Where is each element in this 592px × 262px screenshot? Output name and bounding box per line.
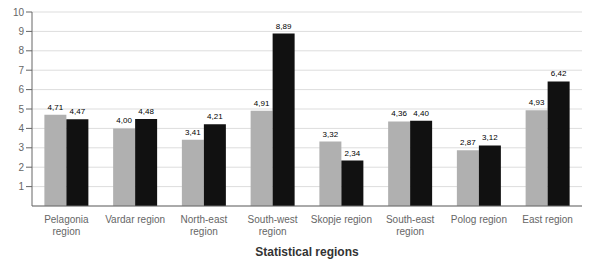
svg-text:8,89: 8,89	[276, 22, 292, 31]
svg-text:3: 3	[18, 142, 24, 153]
svg-text:2,34: 2,34	[345, 149, 361, 158]
svg-text:4,93: 4,93	[529, 98, 545, 107]
svg-text:10: 10	[13, 7, 25, 18]
svg-text:South-westregion: South-westregion	[248, 214, 298, 237]
svg-text:4,47: 4,47	[70, 107, 86, 116]
svg-text:South-eastregion: South-eastregion	[386, 214, 435, 237]
svg-text:6: 6	[18, 84, 24, 95]
svg-text:Polog region: Polog region	[451, 214, 507, 225]
svg-text:2,87: 2,87	[460, 138, 476, 147]
svg-text:4,40: 4,40	[413, 109, 429, 118]
svg-text:4,00: 4,00	[116, 116, 132, 125]
svg-text:4: 4	[18, 123, 24, 134]
svg-text:4,91: 4,91	[254, 99, 270, 108]
svg-text:8: 8	[18, 45, 24, 56]
svg-text:Skopje region: Skopje region	[311, 214, 372, 225]
svg-text:Pelagoniaregion: Pelagoniaregion	[44, 214, 89, 237]
svg-text:4,21: 4,21	[207, 112, 223, 121]
svg-text:4,48: 4,48	[138, 107, 154, 116]
svg-text:Statistical regions: Statistical regions	[255, 245, 359, 259]
svg-text:3,12: 3,12	[482, 133, 498, 142]
svg-text:4,36: 4,36	[391, 109, 407, 118]
svg-text:1: 1	[18, 181, 24, 192]
svg-text:4,71: 4,71	[48, 103, 64, 112]
svg-text:9: 9	[18, 26, 24, 37]
svg-text:3,32: 3,32	[323, 130, 339, 139]
svg-text:Vardar region: Vardar region	[105, 214, 165, 225]
svg-text:7: 7	[18, 65, 24, 76]
svg-text:6,42: 6,42	[551, 69, 567, 78]
svg-text:5: 5	[18, 104, 24, 115]
svg-text:3,41: 3,41	[185, 128, 201, 137]
svg-text:2: 2	[18, 162, 24, 173]
svg-text:East region: East region	[522, 214, 573, 225]
svg-text:North-eastregion: North-eastregion	[181, 214, 228, 237]
